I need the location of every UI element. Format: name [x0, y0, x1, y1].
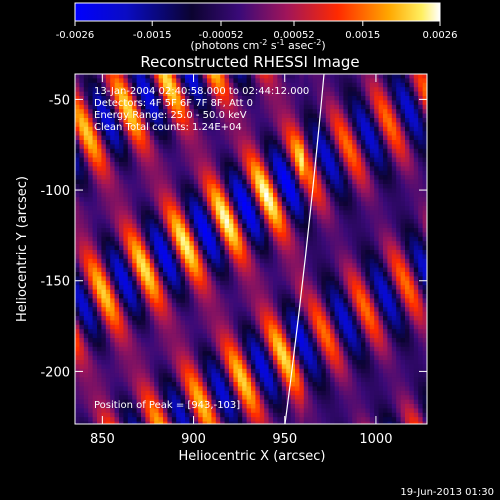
- footer-timestamp: 19-Jun-2013 01:30: [400, 487, 494, 498]
- colorbar-ticks: -0.0026 -0.0015 -0.00052 0.00052 0.0015 0.002…: [56, 21, 458, 41]
- colorbar-unit-label: (photons cm-2 s-1 asec-2): [190, 38, 325, 52]
- y-tick-label: -50: [49, 93, 70, 108]
- y-tick-label: -200: [40, 365, 70, 380]
- chart-title: Reconstructed RHESSI Image: [140, 53, 359, 71]
- heatmap-image: [75, 74, 427, 424]
- colorbar-tick-label: 0.00052: [273, 30, 314, 41]
- time-range-text: 13-Jan-2004 02:40:58.000 to 02:44:12.000: [94, 86, 309, 97]
- colorbar-tick-label: -0.00052: [199, 30, 244, 41]
- x-tick-label: 950: [272, 432, 297, 447]
- x-axis-title: Heliocentric X (arcsec): [179, 449, 326, 464]
- axis-ticks: 850 900 950 1000 -50 -100 -150 -200: [40, 74, 427, 447]
- peak-position-text: Position of Peak = [943,-103]: [94, 400, 240, 411]
- detectors-text: Detectors: 4F 5F 6F 7F 8F, Att 0: [94, 98, 253, 109]
- y-tick-label: -100: [40, 184, 70, 199]
- x-tick-label: 1000: [359, 432, 392, 447]
- solar-limb-line: [284, 74, 325, 424]
- plot-frame: [74, 73, 428, 425]
- energy-range-text: Energy Range: 25.0 - 50.0 keV: [94, 110, 247, 121]
- colorbar-tick-label: -0.0015: [133, 30, 172, 41]
- x-tick-label: 900: [181, 432, 206, 447]
- y-axis-title: Heliocentric Y (arcsec): [15, 176, 30, 322]
- colorbar: [74, 2, 441, 22]
- colorbar-tick-label: 0.0015: [345, 30, 380, 41]
- colorbar-tick-label: 0.0026: [423, 30, 458, 41]
- colorbar-tick-label: -0.0026: [56, 30, 95, 41]
- x-tick-label: 850: [90, 432, 115, 447]
- clean-counts-text: Clean Total counts: 1.24E+04: [94, 122, 242, 133]
- y-tick-label: -150: [40, 275, 70, 290]
